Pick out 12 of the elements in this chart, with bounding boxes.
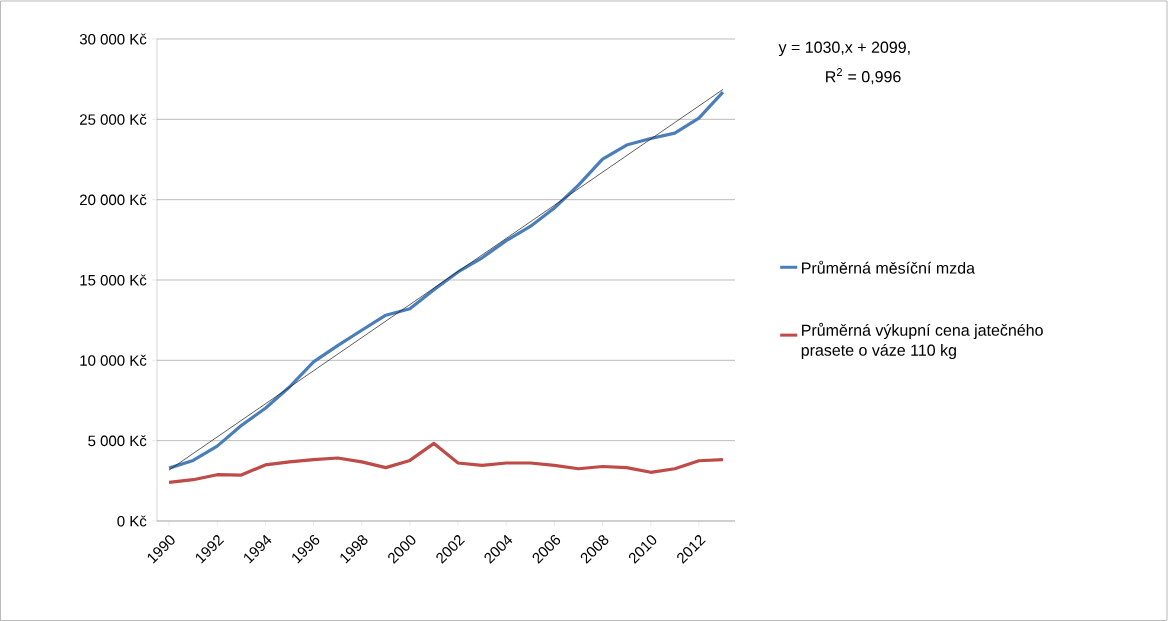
y-tick-label: 5 000 Kč — [88, 435, 147, 447]
text: y = 1030,x + 2099, — [778, 41, 910, 57]
line-series — [167, 441, 725, 485]
text: R$^{2}$ = 0,996 — [826, 68, 901, 85]
y-tick-label: 25 000 Kč — [80, 113, 147, 125]
y-tick-label: 10 000 Kč — [80, 354, 147, 366]
legend-label: Průměrná výkupní cena jatečného prasete o váze 110 kg — [801, 322, 1043, 360]
y-tick-label: 15 000 Kč — [80, 274, 147, 286]
y-tick-label: 0 Kč — [117, 515, 147, 527]
y-tick-label: 30 000 Kč — [79, 33, 147, 45]
legend-label: Průměrná měsíční mzda — [802, 260, 975, 274]
y-tick-label: 20 000 Kč — [80, 194, 147, 206]
